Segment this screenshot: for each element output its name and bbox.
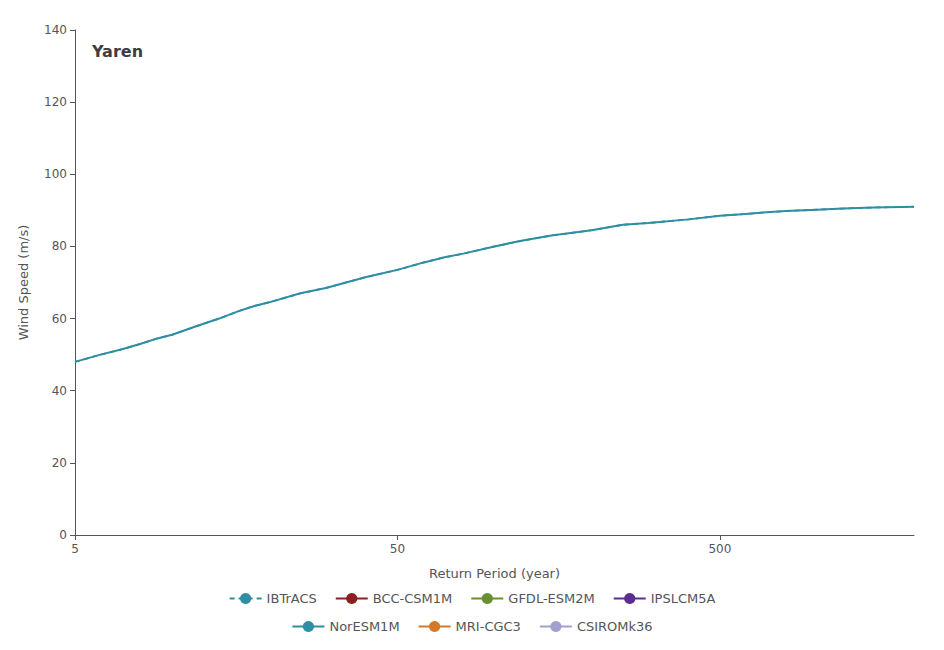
svg-text:GFDL-ESM2M: GFDL-ESM2M [508, 591, 594, 606]
svg-text:IPSLCM5A: IPSLCM5A [651, 591, 716, 606]
svg-text:Yaren: Yaren [91, 42, 143, 61]
svg-text:CSIROMk36: CSIROMk36 [577, 619, 653, 634]
svg-text:50: 50 [390, 542, 405, 556]
svg-text:100: 100 [44, 167, 67, 181]
svg-text:60: 60 [52, 312, 67, 326]
svg-text:140: 140 [44, 23, 67, 37]
svg-text:NorESM1M: NorESM1M [329, 619, 399, 634]
svg-text:IBTrACS: IBTrACS [267, 591, 317, 606]
svg-text:Return Period (year): Return Period (year) [429, 566, 560, 581]
svg-text:Wind Speed (m/s): Wind Speed (m/s) [16, 225, 31, 341]
svg-text:500: 500 [708, 542, 731, 556]
svg-text:BCC-CSM1M: BCC-CSM1M [373, 591, 453, 606]
svg-text:5: 5 [71, 542, 79, 556]
svg-text:40: 40 [52, 384, 67, 398]
svg-text:MRI-CGC3: MRI-CGC3 [456, 619, 521, 634]
svg-text:120: 120 [44, 95, 67, 109]
svg-text:80: 80 [52, 239, 67, 253]
svg-text:0: 0 [59, 528, 67, 542]
svg-text:20: 20 [52, 456, 67, 470]
